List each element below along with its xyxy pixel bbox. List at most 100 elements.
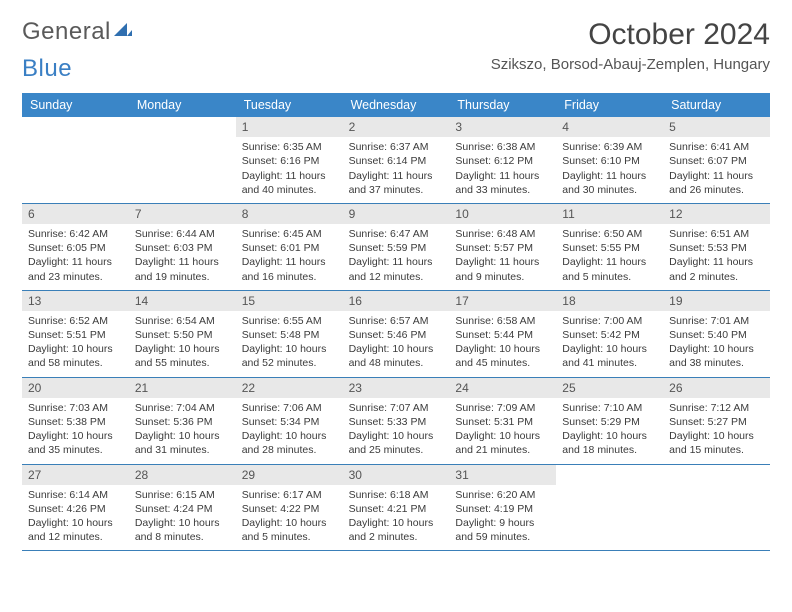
weekday-wednesday: Wednesday [343,93,450,117]
day-cell-31: 31Sunrise: 6:20 AMSunset: 4:19 PMDayligh… [449,465,556,551]
day-number: 3 [449,117,556,137]
daylight-line: Daylight: 10 hours and 35 minutes. [28,429,123,457]
weekday-saturday: Saturday [663,93,770,117]
day-cell-22: 22Sunrise: 7:06 AMSunset: 5:34 PMDayligh… [236,378,343,464]
sunrise-line: Sunrise: 6:51 AM [669,227,764,241]
sunset-line: Sunset: 4:26 PM [28,502,123,516]
day-number: 29 [236,465,343,485]
sunrise-line: Sunrise: 6:39 AM [562,140,657,154]
daylight-line: Daylight: 10 hours and 25 minutes. [349,429,444,457]
weekday-thursday: Thursday [449,93,556,117]
day-cell-25: 25Sunrise: 7:10 AMSunset: 5:29 PMDayligh… [556,378,663,464]
day-cell-11: 11Sunrise: 6:50 AMSunset: 5:55 PMDayligh… [556,204,663,290]
sunset-line: Sunset: 5:33 PM [349,415,444,429]
daylight-line: Daylight: 10 hours and 52 minutes. [242,342,337,370]
sunset-line: Sunset: 5:34 PM [242,415,337,429]
day-cell-16: 16Sunrise: 6:57 AMSunset: 5:46 PMDayligh… [343,291,450,377]
sunrise-line: Sunrise: 6:42 AM [28,227,123,241]
sunrise-line: Sunrise: 6:41 AM [669,140,764,154]
sunrise-line: Sunrise: 6:20 AM [455,488,550,502]
daylight-line: Daylight: 11 hours and 5 minutes. [562,255,657,283]
sunset-line: Sunset: 6:16 PM [242,154,337,168]
empty-daynum [129,117,236,137]
weekday-tuesday: Tuesday [236,93,343,117]
day-cell-28: 28Sunrise: 6:15 AMSunset: 4:24 PMDayligh… [129,465,236,551]
day-number: 9 [343,204,450,224]
daylight-line: Daylight: 11 hours and 26 minutes. [669,169,764,197]
week-row: 20Sunrise: 7:03 AMSunset: 5:38 PMDayligh… [22,378,770,465]
sunrise-line: Sunrise: 6:48 AM [455,227,550,241]
day-number: 1 [236,117,343,137]
day-cell-7: 7Sunrise: 6:44 AMSunset: 6:03 PMDaylight… [129,204,236,290]
day-cell-20: 20Sunrise: 7:03 AMSunset: 5:38 PMDayligh… [22,378,129,464]
sunset-line: Sunset: 5:36 PM [135,415,230,429]
daylight-line: Daylight: 10 hours and 12 minutes. [28,516,123,544]
day-cell-18: 18Sunrise: 7:00 AMSunset: 5:42 PMDayligh… [556,291,663,377]
sunset-line: Sunset: 5:38 PM [28,415,123,429]
daylight-line: Daylight: 10 hours and 2 minutes. [349,516,444,544]
day-cell-19: 19Sunrise: 7:01 AMSunset: 5:40 PMDayligh… [663,291,770,377]
day-cell-30: 30Sunrise: 6:18 AMSunset: 4:21 PMDayligh… [343,465,450,551]
sunset-line: Sunset: 5:53 PM [669,241,764,255]
sunrise-line: Sunrise: 6:44 AM [135,227,230,241]
logo-word-2: Blue [22,55,72,83]
day-number: 7 [129,204,236,224]
daylight-line: Daylight: 11 hours and 33 minutes. [455,169,550,197]
sunrise-line: Sunrise: 6:14 AM [28,488,123,502]
day-number: 18 [556,291,663,311]
day-cell-5: 5Sunrise: 6:41 AMSunset: 6:07 PMDaylight… [663,117,770,203]
sunset-line: Sunset: 6:05 PM [28,241,123,255]
day-number: 21 [129,378,236,398]
week-row: 13Sunrise: 6:52 AMSunset: 5:51 PMDayligh… [22,291,770,378]
day-cell-8: 8Sunrise: 6:45 AMSunset: 6:01 PMDaylight… [236,204,343,290]
empty-daynum [22,117,129,137]
sunset-line: Sunset: 5:57 PM [455,241,550,255]
day-number: 17 [449,291,556,311]
sunset-line: Sunset: 5:55 PM [562,241,657,255]
sunset-line: Sunset: 5:48 PM [242,328,337,342]
daylight-line: Daylight: 11 hours and 12 minutes. [349,255,444,283]
day-cell-13: 13Sunrise: 6:52 AMSunset: 5:51 PMDayligh… [22,291,129,377]
sunrise-line: Sunrise: 6:55 AM [242,314,337,328]
sunset-line: Sunset: 5:50 PM [135,328,230,342]
sunrise-line: Sunrise: 6:45 AM [242,227,337,241]
week-row: 6Sunrise: 6:42 AMSunset: 6:05 PMDaylight… [22,204,770,291]
daylight-line: Daylight: 10 hours and 28 minutes. [242,429,337,457]
sunrise-line: Sunrise: 7:03 AM [28,401,123,415]
sunrise-line: Sunrise: 6:58 AM [455,314,550,328]
sunrise-line: Sunrise: 6:38 AM [455,140,550,154]
day-number: 13 [22,291,129,311]
weekday-sunday: Sunday [22,93,129,117]
logo-sail-icon [113,18,133,46]
daylight-line: Daylight: 10 hours and 38 minutes. [669,342,764,370]
sunset-line: Sunset: 5:29 PM [562,415,657,429]
day-cell-12: 12Sunrise: 6:51 AMSunset: 5:53 PMDayligh… [663,204,770,290]
daylight-line: Daylight: 11 hours and 23 minutes. [28,255,123,283]
day-cell-3: 3Sunrise: 6:38 AMSunset: 6:12 PMDaylight… [449,117,556,203]
logo: General [22,18,133,46]
logo-word-1: General [22,18,111,46]
day-number: 27 [22,465,129,485]
day-cell-21: 21Sunrise: 7:04 AMSunset: 5:36 PMDayligh… [129,378,236,464]
sunrise-line: Sunrise: 7:09 AM [455,401,550,415]
sunset-line: Sunset: 6:03 PM [135,241,230,255]
sunset-line: Sunset: 5:51 PM [28,328,123,342]
empty-cell [556,465,663,551]
empty-cell [663,465,770,551]
empty-cell [22,117,129,203]
sunrise-line: Sunrise: 7:07 AM [349,401,444,415]
daylight-line: Daylight: 10 hours and 41 minutes. [562,342,657,370]
sunset-line: Sunset: 5:44 PM [455,328,550,342]
day-number: 28 [129,465,236,485]
day-number: 30 [343,465,450,485]
daylight-line: Daylight: 10 hours and 5 minutes. [242,516,337,544]
daylight-line: Daylight: 11 hours and 40 minutes. [242,169,337,197]
day-cell-23: 23Sunrise: 7:07 AMSunset: 5:33 PMDayligh… [343,378,450,464]
day-number: 16 [343,291,450,311]
sunset-line: Sunset: 6:10 PM [562,154,657,168]
day-cell-6: 6Sunrise: 6:42 AMSunset: 6:05 PMDaylight… [22,204,129,290]
sunset-line: Sunset: 4:21 PM [349,502,444,516]
weekday-header: SundayMondayTuesdayWednesdayThursdayFrid… [22,93,770,117]
sunset-line: Sunset: 5:59 PM [349,241,444,255]
daylight-line: Daylight: 10 hours and 31 minutes. [135,429,230,457]
